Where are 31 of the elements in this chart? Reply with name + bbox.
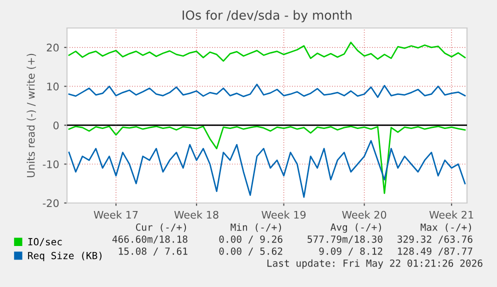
- x-tick-label: Week 19: [262, 210, 306, 219]
- text: Last update: Fri May 22 01:21:26 2026: [267, 259, 482, 269]
- text: 0.00 / 5.62: [219, 247, 282, 256]
- text: 15.08 / 7.61: [118, 247, 188, 256]
- x-tick-label: Week 20: [342, 210, 386, 219]
- line-series: [68, 42, 466, 62]
- x-tick-label: Week 18: [174, 210, 218, 219]
- x-tick-label: Week 21: [429, 210, 474, 219]
- line-series: [68, 84, 466, 98]
- line-series: [68, 126, 466, 194]
- text: 9.09 / 8.12: [319, 247, 382, 256]
- y-tick-label: -20: [42, 199, 59, 208]
- text: 0.00 / 9.26: [219, 235, 282, 244]
- chart-title: IOs for /dev/sda - by month: [182, 10, 352, 22]
- y-tick-label: 10: [47, 82, 59, 90]
- y-tick-label: -10: [42, 160, 59, 168]
- text: Cur (-/+): [136, 223, 186, 232]
- y-tick-label: 20: [46, 44, 59, 52]
- line-series: [68, 140, 466, 198]
- x-tick-label: Week 17: [94, 210, 138, 219]
- text: 577.79m/18.30: [308, 235, 382, 244]
- text: Max (-/+): [420, 223, 471, 232]
- text: 329.32 /63.76: [398, 235, 472, 244]
- text: Min (-/+): [230, 223, 281, 232]
- y-tick-label: 0: [53, 121, 59, 130]
- legend-label: IO/sec: [28, 238, 62, 246]
- y-axis-title: Units read (-) / write (+): [26, 54, 36, 178]
- text: 466.60m/18.18: [112, 235, 188, 244]
- text: Avg (-/+): [330, 223, 381, 233]
- text: 128.49 /87.77: [398, 247, 472, 256]
- legend-label: Req Size (KB): [28, 252, 102, 262]
